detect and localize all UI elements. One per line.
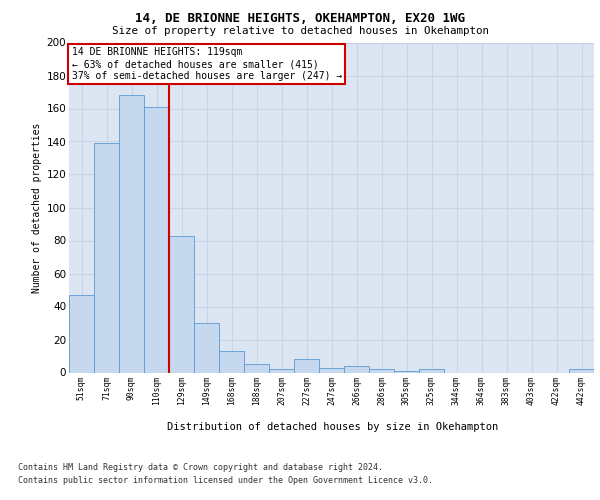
Text: Contains public sector information licensed under the Open Government Licence v3: Contains public sector information licen… — [18, 476, 433, 485]
Bar — [119, 96, 144, 372]
Bar — [219, 351, 244, 372]
Text: Contains HM Land Registry data © Crown copyright and database right 2024.: Contains HM Land Registry data © Crown c… — [18, 462, 383, 471]
Bar — [244, 364, 269, 372]
Text: 14 DE BRIONNE HEIGHTS: 119sqm
← 63% of detached houses are smaller (415)
37% of : 14 DE BRIONNE HEIGHTS: 119sqm ← 63% of d… — [71, 48, 342, 80]
Bar — [294, 360, 319, 372]
Bar — [419, 369, 444, 372]
Bar — [69, 295, 94, 372]
Bar — [394, 371, 419, 372]
Text: Distribution of detached houses by size in Okehampton: Distribution of detached houses by size … — [167, 422, 499, 432]
Bar — [319, 368, 344, 372]
Bar — [369, 369, 394, 372]
Bar — [269, 369, 294, 372]
Bar — [144, 107, 169, 372]
Text: 14, DE BRIONNE HEIGHTS, OKEHAMPTON, EX20 1WG: 14, DE BRIONNE HEIGHTS, OKEHAMPTON, EX20… — [135, 12, 465, 24]
Bar — [94, 143, 119, 372]
Bar — [169, 236, 194, 372]
Bar — [569, 369, 594, 372]
Bar — [194, 323, 219, 372]
Bar — [344, 366, 369, 372]
Y-axis label: Number of detached properties: Number of detached properties — [32, 122, 43, 292]
Text: Size of property relative to detached houses in Okehampton: Size of property relative to detached ho… — [112, 26, 488, 36]
